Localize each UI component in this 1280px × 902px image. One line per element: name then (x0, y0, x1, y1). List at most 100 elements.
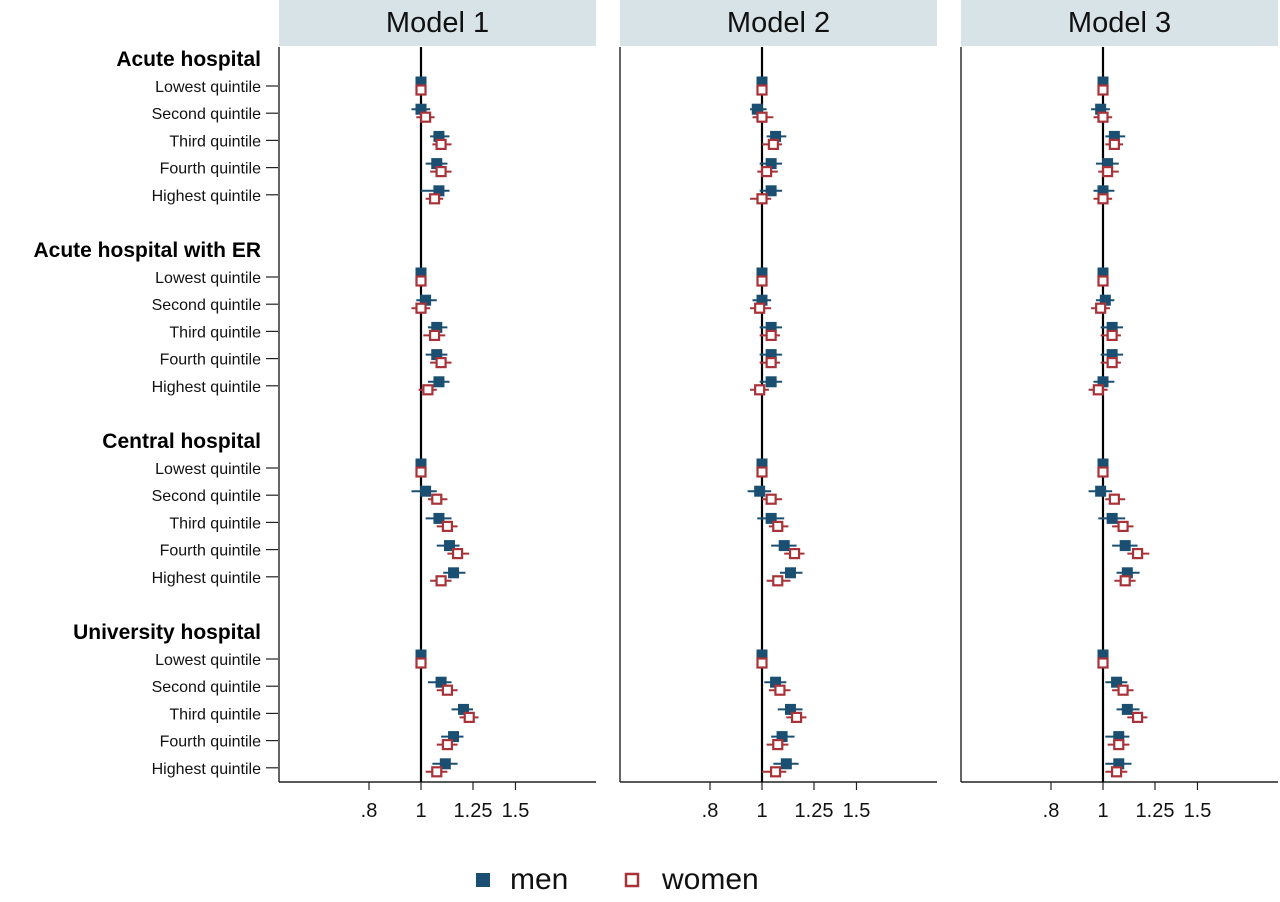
men-point (415, 649, 427, 661)
women-point (431, 766, 443, 778)
men-point (1095, 103, 1107, 115)
women-point (415, 466, 427, 478)
men-point (439, 758, 451, 770)
panel-title: Model 3 (1068, 7, 1171, 39)
women-point (428, 329, 441, 341)
men-point (1106, 321, 1118, 333)
women-point (774, 684, 786, 696)
women-point (788, 547, 801, 560)
women-point (1113, 738, 1125, 751)
women-point (435, 357, 447, 369)
men-point (443, 540, 455, 552)
x-tick-label: 1 (756, 800, 767, 822)
men-point (756, 267, 768, 279)
men-point (751, 103, 763, 115)
men-point (784, 567, 796, 579)
women-point (1097, 275, 1109, 287)
men-point (433, 130, 445, 142)
women-point (441, 684, 454, 696)
men-point (756, 458, 768, 470)
women-point (1092, 384, 1104, 396)
women-point (1097, 657, 1109, 669)
men-point (756, 294, 768, 306)
row-label: Lowest quintile (155, 652, 261, 669)
x-tick-label: 1.5 (843, 800, 871, 822)
women-point (451, 547, 464, 560)
row-label: Fourth quintile (160, 161, 261, 178)
men-point (765, 321, 777, 333)
men-point (415, 76, 427, 88)
men-point (1106, 512, 1118, 524)
men-point (765, 512, 777, 524)
group-label: University hospital (73, 621, 261, 644)
men-point (1119, 540, 1131, 552)
row-label: Second quintile (152, 297, 262, 314)
women-point (415, 657, 427, 669)
men-point (778, 540, 790, 552)
men-point (433, 512, 445, 524)
row-label: Fourth quintile (160, 352, 261, 369)
women-point (1110, 766, 1123, 778)
men-point (1095, 485, 1107, 497)
men-point (1121, 703, 1133, 715)
women-point (1097, 466, 1109, 478)
men-point (1106, 349, 1118, 361)
panel-header (620, 0, 937, 46)
women-point (1102, 166, 1114, 178)
row-label: Third quintile (169, 706, 261, 723)
women-point (756, 657, 768, 669)
row-label: Third quintile (169, 133, 261, 150)
legend-women-label: women (661, 863, 759, 896)
men-point (756, 76, 768, 88)
women-point (1097, 111, 1109, 123)
women-point (415, 84, 427, 96)
men-point (1113, 758, 1125, 770)
row-label: Highest quintile (152, 188, 262, 205)
women-point (435, 166, 447, 178)
men-point (431, 321, 443, 333)
row-label: Second quintile (152, 488, 262, 505)
row-label: Fourth quintile (160, 734, 261, 751)
men-point (448, 731, 460, 743)
women-point (765, 329, 777, 341)
row-label: Second quintile (152, 106, 262, 123)
women-point (441, 520, 454, 533)
men-point (1097, 267, 1109, 279)
row-label: Lowest quintile (155, 461, 261, 478)
men-point (784, 703, 796, 715)
x-tick-label: .8 (702, 800, 719, 822)
men-point (754, 485, 766, 497)
women-point (772, 575, 784, 587)
men-point (1099, 294, 1111, 306)
legend-men-label: men (510, 863, 568, 896)
row-label: Highest quintile (152, 379, 262, 396)
women-point (1119, 575, 1131, 587)
women-point (1108, 493, 1120, 505)
row-label: Third quintile (169, 324, 261, 341)
men-point (765, 349, 777, 361)
men-point (765, 185, 777, 197)
women-point (756, 466, 768, 478)
legend-men-marker (476, 873, 490, 887)
row-label: Lowest quintile (155, 270, 261, 287)
women-point (415, 275, 427, 287)
men-point (433, 376, 445, 388)
men-point (1121, 567, 1133, 579)
women-point (1117, 684, 1129, 696)
women-point (415, 302, 427, 314)
row-label: Highest quintile (152, 570, 262, 587)
x-tick-label: 1.5 (502, 800, 530, 822)
women-point (1106, 329, 1118, 341)
men-point (780, 758, 792, 770)
women-point (767, 138, 779, 150)
men-point (415, 458, 427, 470)
row-label: Second quintile (152, 679, 262, 696)
women-point (1131, 711, 1144, 724)
women-point (772, 520, 784, 533)
group-label: Central hospital (102, 430, 261, 453)
women-point (1117, 520, 1129, 533)
women-point (754, 384, 766, 396)
women-point (422, 384, 434, 396)
men-point (420, 294, 432, 306)
